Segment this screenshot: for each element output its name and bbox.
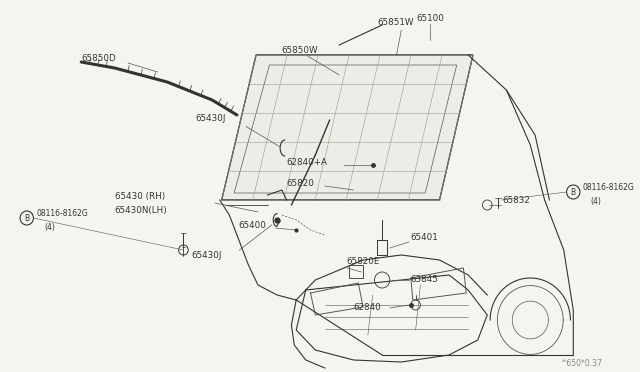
Text: B: B	[571, 187, 576, 196]
Text: 65401: 65401	[411, 232, 438, 241]
Text: 65851W: 65851W	[378, 17, 414, 26]
Polygon shape	[221, 55, 473, 200]
Text: 65850W: 65850W	[282, 45, 319, 55]
Text: 65100: 65100	[416, 13, 444, 22]
Text: ^650*0.37: ^650*0.37	[560, 359, 602, 369]
Text: 65430N(LH): 65430N(LH)	[115, 205, 168, 215]
Text: 65832: 65832	[502, 196, 531, 205]
Text: 65430J: 65430J	[196, 113, 227, 122]
Text: 62840: 62840	[353, 304, 381, 312]
Text: (4): (4)	[44, 222, 55, 231]
Text: 08116-8162G: 08116-8162G	[583, 183, 635, 192]
Text: 08116-8162G: 08116-8162G	[36, 208, 88, 218]
Text: B: B	[24, 214, 29, 222]
Text: 65850D: 65850D	[81, 54, 116, 62]
Text: 62840+A: 62840+A	[287, 157, 328, 167]
Text: 65820E: 65820E	[346, 257, 380, 266]
Text: 65820: 65820	[287, 179, 314, 187]
Text: 65400: 65400	[239, 221, 267, 230]
Text: 63845: 63845	[411, 276, 439, 285]
Text: (4): (4)	[591, 196, 602, 205]
Text: 65430J: 65430J	[191, 250, 221, 260]
Text: 65430 (RH): 65430 (RH)	[115, 192, 165, 201]
